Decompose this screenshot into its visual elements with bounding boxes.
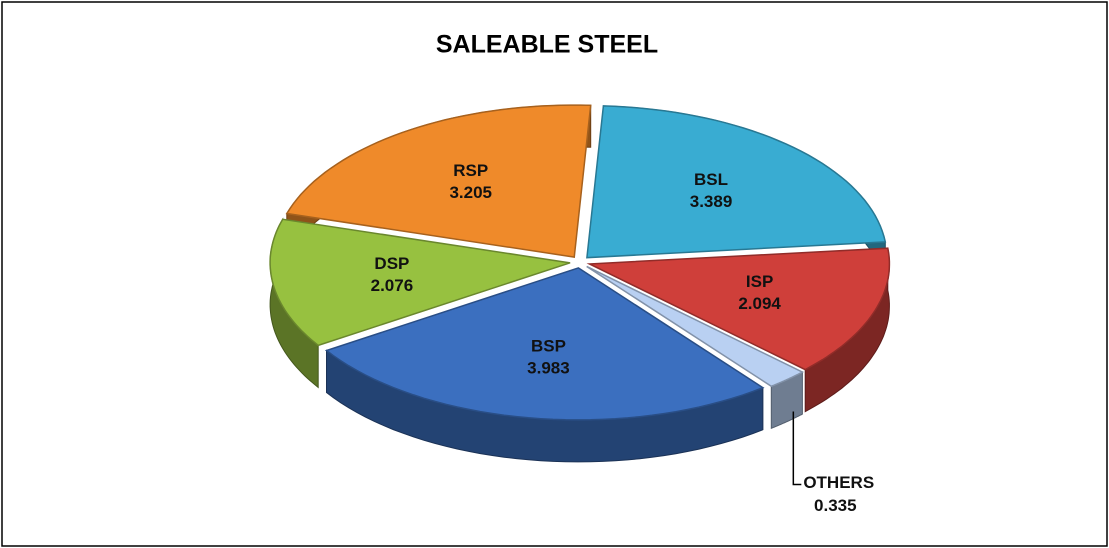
slice bbox=[324, 267, 765, 421]
category-label: ISP bbox=[746, 272, 773, 291]
value-label: 3.983 bbox=[527, 358, 570, 377]
category-label: BSL bbox=[694, 170, 728, 189]
slice bbox=[285, 104, 592, 258]
slice bbox=[586, 265, 805, 388]
slice bbox=[586, 247, 891, 371]
value-label: 2.076 bbox=[371, 276, 414, 295]
category-label: OTHERS bbox=[803, 473, 874, 492]
value-label: 2.094 bbox=[738, 294, 781, 313]
value-label: 3.205 bbox=[449, 183, 492, 202]
value-label: 3.389 bbox=[690, 192, 733, 211]
category-label: BSP bbox=[531, 336, 566, 355]
category-label: RSP bbox=[453, 161, 488, 180]
leader-line bbox=[792, 411, 802, 486]
category-label: DSP bbox=[374, 254, 409, 273]
slice bbox=[269, 218, 571, 347]
slice bbox=[586, 105, 887, 259]
chart-title: SALEABLE STEEL bbox=[436, 31, 658, 59]
value-label: 0.335 bbox=[814, 496, 857, 515]
